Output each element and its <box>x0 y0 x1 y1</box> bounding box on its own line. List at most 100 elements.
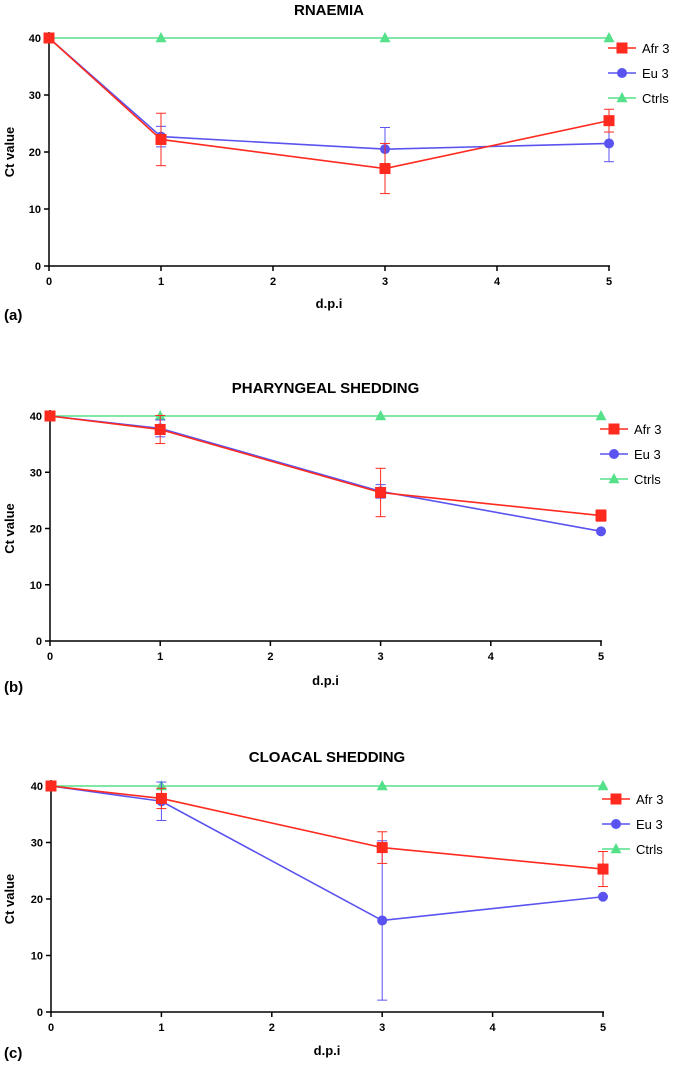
panel-label: (b) <box>4 679 23 696</box>
x-axis-label: d.p.i <box>314 1043 341 1058</box>
legend: Afr 3 Eu 3 Ctrls <box>608 41 669 106</box>
y-tick-label: 20 <box>29 147 41 159</box>
y-axis-label: Ct value <box>2 503 17 554</box>
x-tick-label: 0 <box>48 1022 54 1034</box>
y-axis-label: Ct value <box>2 874 17 925</box>
y-tick-label: 40 <box>30 411 42 423</box>
x-axis-label: d.p.i <box>316 296 343 311</box>
data-point <box>155 31 167 43</box>
data-point <box>379 163 391 175</box>
series-line <box>49 415 602 517</box>
x-tick-label: 5 <box>606 276 612 288</box>
x-tick-label: 4 <box>488 651 495 663</box>
data-point <box>597 779 609 791</box>
legend-item: Eu 3 <box>608 66 669 81</box>
data-point <box>44 410 56 422</box>
series-eu-3 <box>46 781 608 1001</box>
data-point <box>155 133 167 145</box>
legend-square-icon <box>608 423 620 435</box>
legend-item: Eu 3 <box>602 817 663 832</box>
x-tick-label: 2 <box>267 651 273 663</box>
x-tick-label: 4 <box>490 1022 497 1034</box>
y-tick-label: 0 <box>36 636 42 648</box>
y-tick-label: 10 <box>31 951 43 963</box>
data-point <box>598 891 608 902</box>
legend-label: Eu 3 <box>634 447 661 462</box>
x-axis-label: d.p.i <box>312 673 339 688</box>
legend-label: Ctrls <box>642 91 669 106</box>
x-tick-label: 5 <box>600 1022 606 1034</box>
x-tick-label: 1 <box>157 651 163 663</box>
series-ctrls <box>45 779 609 791</box>
series-ctrls <box>43 31 615 43</box>
series-eu-3 <box>45 411 606 537</box>
x-tick-label: 1 <box>158 276 164 288</box>
y-tick-label: 20 <box>31 894 43 906</box>
series-line <box>49 415 602 533</box>
data-point <box>43 32 55 44</box>
y-tick-label: 40 <box>29 33 41 45</box>
y-axis-label: Ct value <box>2 127 17 178</box>
series-afr-3 <box>43 32 615 195</box>
legend-circle-icon <box>611 819 621 829</box>
legend-square-icon <box>616 42 628 54</box>
y-tick-label: 30 <box>31 838 43 850</box>
legend-triangle-icon <box>608 472 620 484</box>
series-ctrls <box>44 409 607 421</box>
series-line <box>48 37 610 170</box>
data-point <box>375 409 387 421</box>
series-afr-3 <box>45 780 609 888</box>
chart-panel-1: RNAEMIA 0 10 20 30 40 0 1 2 3 4 5 d.p.i Ct value (a) Af… <box>2 2 669 324</box>
x-tick-label: 4 <box>494 276 501 288</box>
legend-circle-icon <box>609 449 619 459</box>
legend-item: Afr 3 <box>600 422 661 437</box>
legend-item: Ctrls <box>608 91 669 106</box>
series-eu-3 <box>44 33 614 172</box>
legend-label: Eu 3 <box>636 817 663 832</box>
y-tick-label: 10 <box>29 204 41 216</box>
data-point <box>603 31 615 43</box>
chart-title: RNAEMIA <box>294 2 364 19</box>
data-point <box>154 424 166 435</box>
data-point <box>604 138 614 149</box>
y-tick-label: 10 <box>30 580 42 592</box>
legend-circle-icon <box>617 68 627 78</box>
data-point <box>45 780 57 792</box>
chart-panel-3: CLOACAL SHEDDING 0 10 20 30 40 0 1 2 3 4 5 d.p.i Ct v… <box>2 749 663 1062</box>
legend: Afr 3 Eu 3 Ctrls <box>602 792 663 857</box>
legend-label: Ctrls <box>634 472 661 487</box>
data-point <box>375 487 387 498</box>
y-tick-label: 40 <box>31 781 43 793</box>
legend-label: Afr 3 <box>642 41 669 56</box>
x-tick-label: 2 <box>269 1022 275 1034</box>
legend-triangle-icon <box>616 91 628 103</box>
chart-panel-2: PHARYNGEAL SHEDDING 0 10 20 30 40 0 1 2 3 4 5 d.p.i C… <box>2 380 661 696</box>
legend-item: Afr 3 <box>608 41 669 56</box>
legend-label: Eu 3 <box>642 66 669 81</box>
chart-title: CLOACAL SHEDDING <box>249 749 405 766</box>
series-line <box>48 37 610 150</box>
data-point <box>379 31 391 43</box>
data-point <box>595 409 607 421</box>
x-tick-label: 3 <box>378 651 384 663</box>
y-tick-label: 30 <box>30 467 42 479</box>
x-tick-label: 3 <box>379 1022 385 1034</box>
chart-title: PHARYNGEAL SHEDDING <box>232 380 420 397</box>
x-tick-label: 2 <box>270 276 276 288</box>
data-point <box>596 526 606 537</box>
data-point <box>597 863 609 875</box>
legend-label: Afr 3 <box>636 792 663 807</box>
y-tick-label: 0 <box>35 261 41 273</box>
legend-triangle-icon <box>610 842 622 854</box>
data-point <box>376 842 388 854</box>
legend-label: Ctrls <box>636 842 663 857</box>
series-line <box>50 785 604 922</box>
data-point <box>595 510 607 522</box>
data-point <box>603 115 615 127</box>
series-line <box>50 785 604 870</box>
legend-item: Ctrls <box>600 472 661 487</box>
x-tick-label: 0 <box>47 651 53 663</box>
y-tick-label: 0 <box>37 1007 43 1019</box>
series-afr-3 <box>44 410 607 522</box>
